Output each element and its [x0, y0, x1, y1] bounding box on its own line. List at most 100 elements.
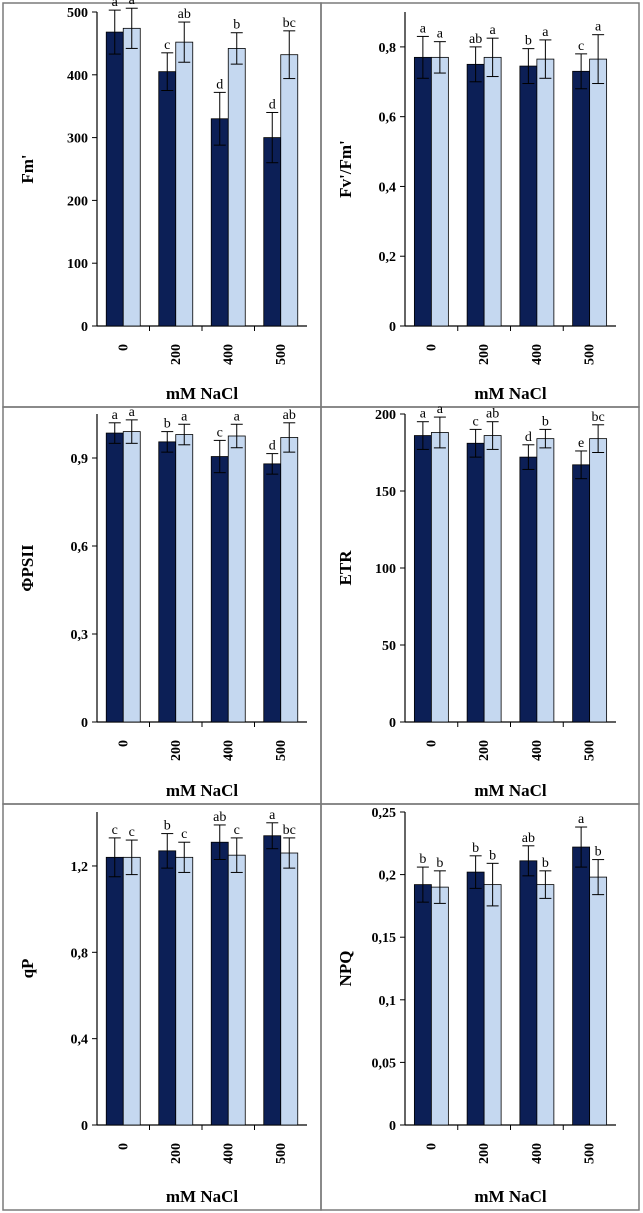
bar-dark-5 — [263, 835, 282, 1126]
significance-label-6: b — [595, 845, 602, 860]
y-tick-label-1: 200 — [67, 194, 88, 209]
bar-light-2 — [430, 56, 449, 327]
significance-label-3: d — [269, 439, 276, 454]
x-tick-label-1: 200 — [169, 344, 184, 365]
significance-label-5: c — [181, 827, 187, 842]
bar-light-3 — [227, 435, 246, 723]
x-tick-label-6: 200 — [477, 1143, 492, 1164]
bar-dark-1 — [210, 118, 229, 327]
y-axis-title-2: Fv'/Fm' — [336, 140, 355, 198]
y-tick-label-6: 0,05 — [372, 1056, 397, 1071]
x-axis-title-4: mM NaCl — [474, 781, 547, 800]
significance-label-2: a — [490, 23, 497, 38]
x-axis-title-6: mM NaCl — [474, 1187, 547, 1206]
significance-label-4: d — [525, 430, 532, 445]
bar-light-2 — [589, 58, 608, 327]
significance-label-5: ab — [213, 810, 226, 825]
x-axis-title-5: mM NaCl — [166, 1187, 239, 1206]
significance-label-1: ab — [178, 7, 191, 22]
significance-label-5: a — [269, 808, 276, 823]
bar-light-4 — [536, 438, 555, 723]
x-tick-label-1: 400 — [221, 344, 236, 365]
bar-light-2 — [483, 56, 502, 327]
bar-dark-2 — [519, 65, 538, 327]
significance-label-6: b — [489, 848, 496, 863]
x-tick-label-4: 0 — [424, 740, 439, 747]
y-tick-label-6: 0,15 — [372, 931, 397, 946]
bar-light-5 — [280, 852, 299, 1126]
y-tick-label-5: 1,2 — [71, 860, 89, 875]
x-tick-label-6: 400 — [530, 1143, 545, 1164]
y-tick-label-2: 0,4 — [379, 180, 397, 195]
y-tick-label-4: 150 — [375, 485, 396, 500]
bar-dark-6 — [572, 846, 591, 1126]
y-tick-label-5: 0 — [81, 1119, 88, 1134]
x-axis-title-2: mM NaCl — [474, 384, 547, 403]
x-tick-label-5: 200 — [169, 1143, 184, 1164]
bar-dark-2 — [572, 70, 591, 327]
panel-frame-6 — [320, 803, 640, 1211]
x-tick-label-2: 200 — [477, 344, 492, 365]
significance-label-3: a — [129, 405, 136, 420]
x-axis-title-3: mM NaCl — [166, 781, 239, 800]
bar-dark-1 — [158, 71, 177, 327]
x-axis-title-1: mM NaCl — [166, 384, 239, 403]
y-tick-label-2: 0,2 — [379, 250, 397, 265]
significance-label-3: a — [181, 409, 188, 424]
bar-dark-3 — [263, 463, 282, 723]
x-tick-label-5: 400 — [221, 1143, 236, 1164]
x-tick-label-4: 500 — [583, 740, 598, 761]
bar-light-3 — [175, 434, 194, 723]
bar-light-4 — [589, 438, 608, 723]
significance-label-1: a — [129, 0, 136, 8]
significance-label-6: b — [472, 841, 479, 856]
significance-label-4: ab — [486, 407, 499, 422]
bar-dark-2 — [413, 56, 432, 327]
bar-light-3 — [280, 437, 299, 723]
bar-dark-4 — [413, 435, 432, 723]
significance-label-4: a — [420, 407, 427, 422]
y-tick-label-4: 200 — [375, 408, 396, 423]
significance-label-3: a — [234, 409, 241, 424]
significance-label-2: b — [525, 34, 532, 49]
significance-label-5: bc — [283, 823, 296, 838]
significance-label-4: e — [578, 436, 584, 451]
y-tick-label-4: 0 — [389, 716, 396, 731]
significance-label-2: ab — [469, 32, 482, 47]
x-tick-label-4: 400 — [530, 740, 545, 761]
significance-label-3: ab — [283, 408, 296, 423]
bar-light-2 — [536, 58, 555, 327]
significance-label-1: d — [216, 77, 223, 92]
significance-label-6: b — [436, 856, 443, 871]
y-axis-title-6: NPQ — [336, 951, 355, 987]
significance-label-3: c — [217, 425, 223, 440]
y-axis-title-4: ETR — [336, 550, 355, 586]
bar-dark-4 — [572, 464, 591, 723]
bar-dark-3 — [105, 432, 124, 723]
significance-label-4: c — [473, 414, 479, 429]
bar-dark-2 — [466, 63, 485, 327]
bar-light-5 — [227, 854, 246, 1126]
bar-light-1 — [122, 27, 141, 327]
significance-label-3: a — [112, 408, 119, 423]
y-tick-label-4: 50 — [382, 639, 396, 654]
significance-label-5: c — [234, 823, 240, 838]
bar-light-1 — [280, 54, 299, 327]
x-tick-label-3: 200 — [169, 740, 184, 761]
y-tick-label-4: 100 — [375, 562, 396, 577]
y-tick-label-2: 0,8 — [379, 41, 397, 56]
y-axis-title-1: Fm' — [18, 154, 37, 183]
bar-light-1 — [175, 41, 194, 327]
significance-label-5: b — [164, 819, 171, 834]
x-tick-label-5: 500 — [274, 1143, 289, 1164]
significance-label-5: c — [112, 823, 118, 838]
significance-label-2: c — [578, 39, 584, 54]
x-tick-label-3: 0 — [116, 740, 131, 747]
y-axis-title-3: ΦPSII — [18, 544, 37, 592]
y-tick-label-2: 0,6 — [379, 111, 397, 126]
significance-label-4: b — [542, 414, 549, 429]
x-tick-label-5: 0 — [116, 1143, 131, 1150]
significance-label-4: bc — [592, 410, 605, 425]
bar-light-5 — [175, 856, 194, 1126]
